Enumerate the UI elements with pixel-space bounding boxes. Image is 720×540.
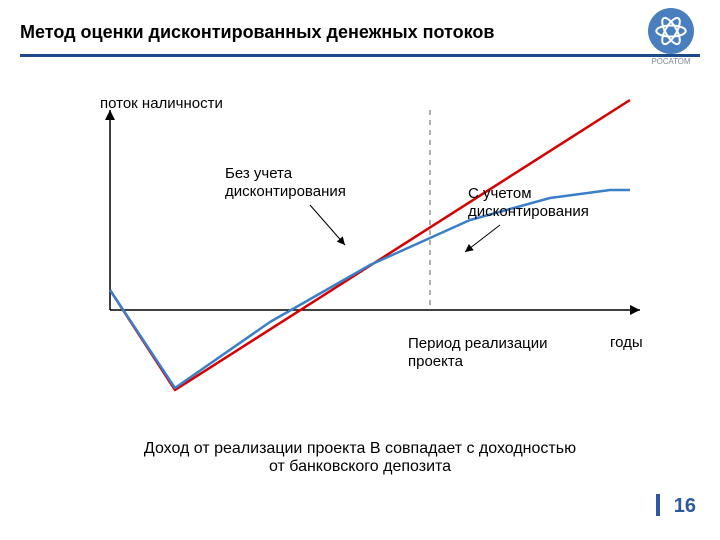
svg-text:РОСАТОМ: РОСАТОМ [651, 57, 690, 66]
rosatom-logo: РОСАТОМ [646, 6, 696, 68]
slide: Метод оценки дисконтированных денежных п… [0, 0, 720, 540]
caption-line-1: Доход от реализации проекта В совпадает … [144, 440, 576, 457]
title-row: Метод оценки дисконтированных денежных п… [20, 22, 700, 43]
slide-caption: Доход от реализации проекта В совпадает … [0, 440, 720, 476]
series-label-with-discount: С учетом дисконтирования [468, 185, 638, 221]
page-number: 16 [674, 495, 696, 518]
page-title: Метод оценки дисконтированных денежных п… [20, 22, 700, 43]
x-axis-label: годы [610, 334, 643, 352]
caption-line-2: от банковского депозита [269, 458, 451, 475]
y-axis-label: поток наличности [100, 95, 223, 113]
project-period-label: Период реализации проекта [408, 335, 588, 371]
title-rule [20, 54, 700, 57]
chart: поток наличности годы Без учета дисконти… [70, 90, 660, 420]
page-number-bar [656, 494, 660, 516]
series-label-no-discount: Без учета дисконтирования [225, 165, 395, 201]
